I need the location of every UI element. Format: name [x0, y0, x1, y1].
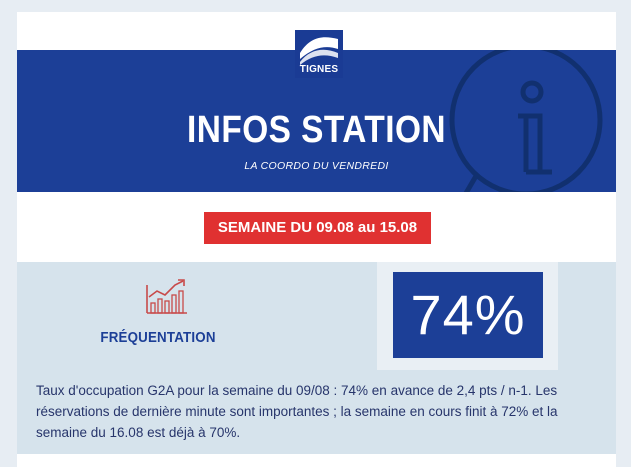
week-badge: SEMAINE DU 09.08 au 15.08 [204, 212, 431, 244]
tignes-mountain-logo-icon [300, 37, 338, 65]
growth-chart-icon [146, 279, 187, 314]
banner-subtitle: LA COORDO DU VENDREDI [244, 160, 389, 172]
stat-value: 74% [393, 272, 543, 358]
tignes-logo: TIGNES [295, 30, 343, 78]
stat-label: FRÉQUENTATION [100, 330, 216, 346]
stats-section: FRÉQUENTATION 74% Taux d'occupation G2A … [17, 262, 616, 454]
info-speech-bubble-icon [449, 50, 603, 192]
stat-description: Taux d'occupation G2A pour la semaine du… [36, 383, 558, 440]
logo-text: TIGNES [299, 64, 339, 75]
banner-title: INFOS STATION [187, 109, 446, 151]
newsletter-card: INFOS STATION LA COORDO DU VENDREDI TIGN… [17, 12, 616, 467]
